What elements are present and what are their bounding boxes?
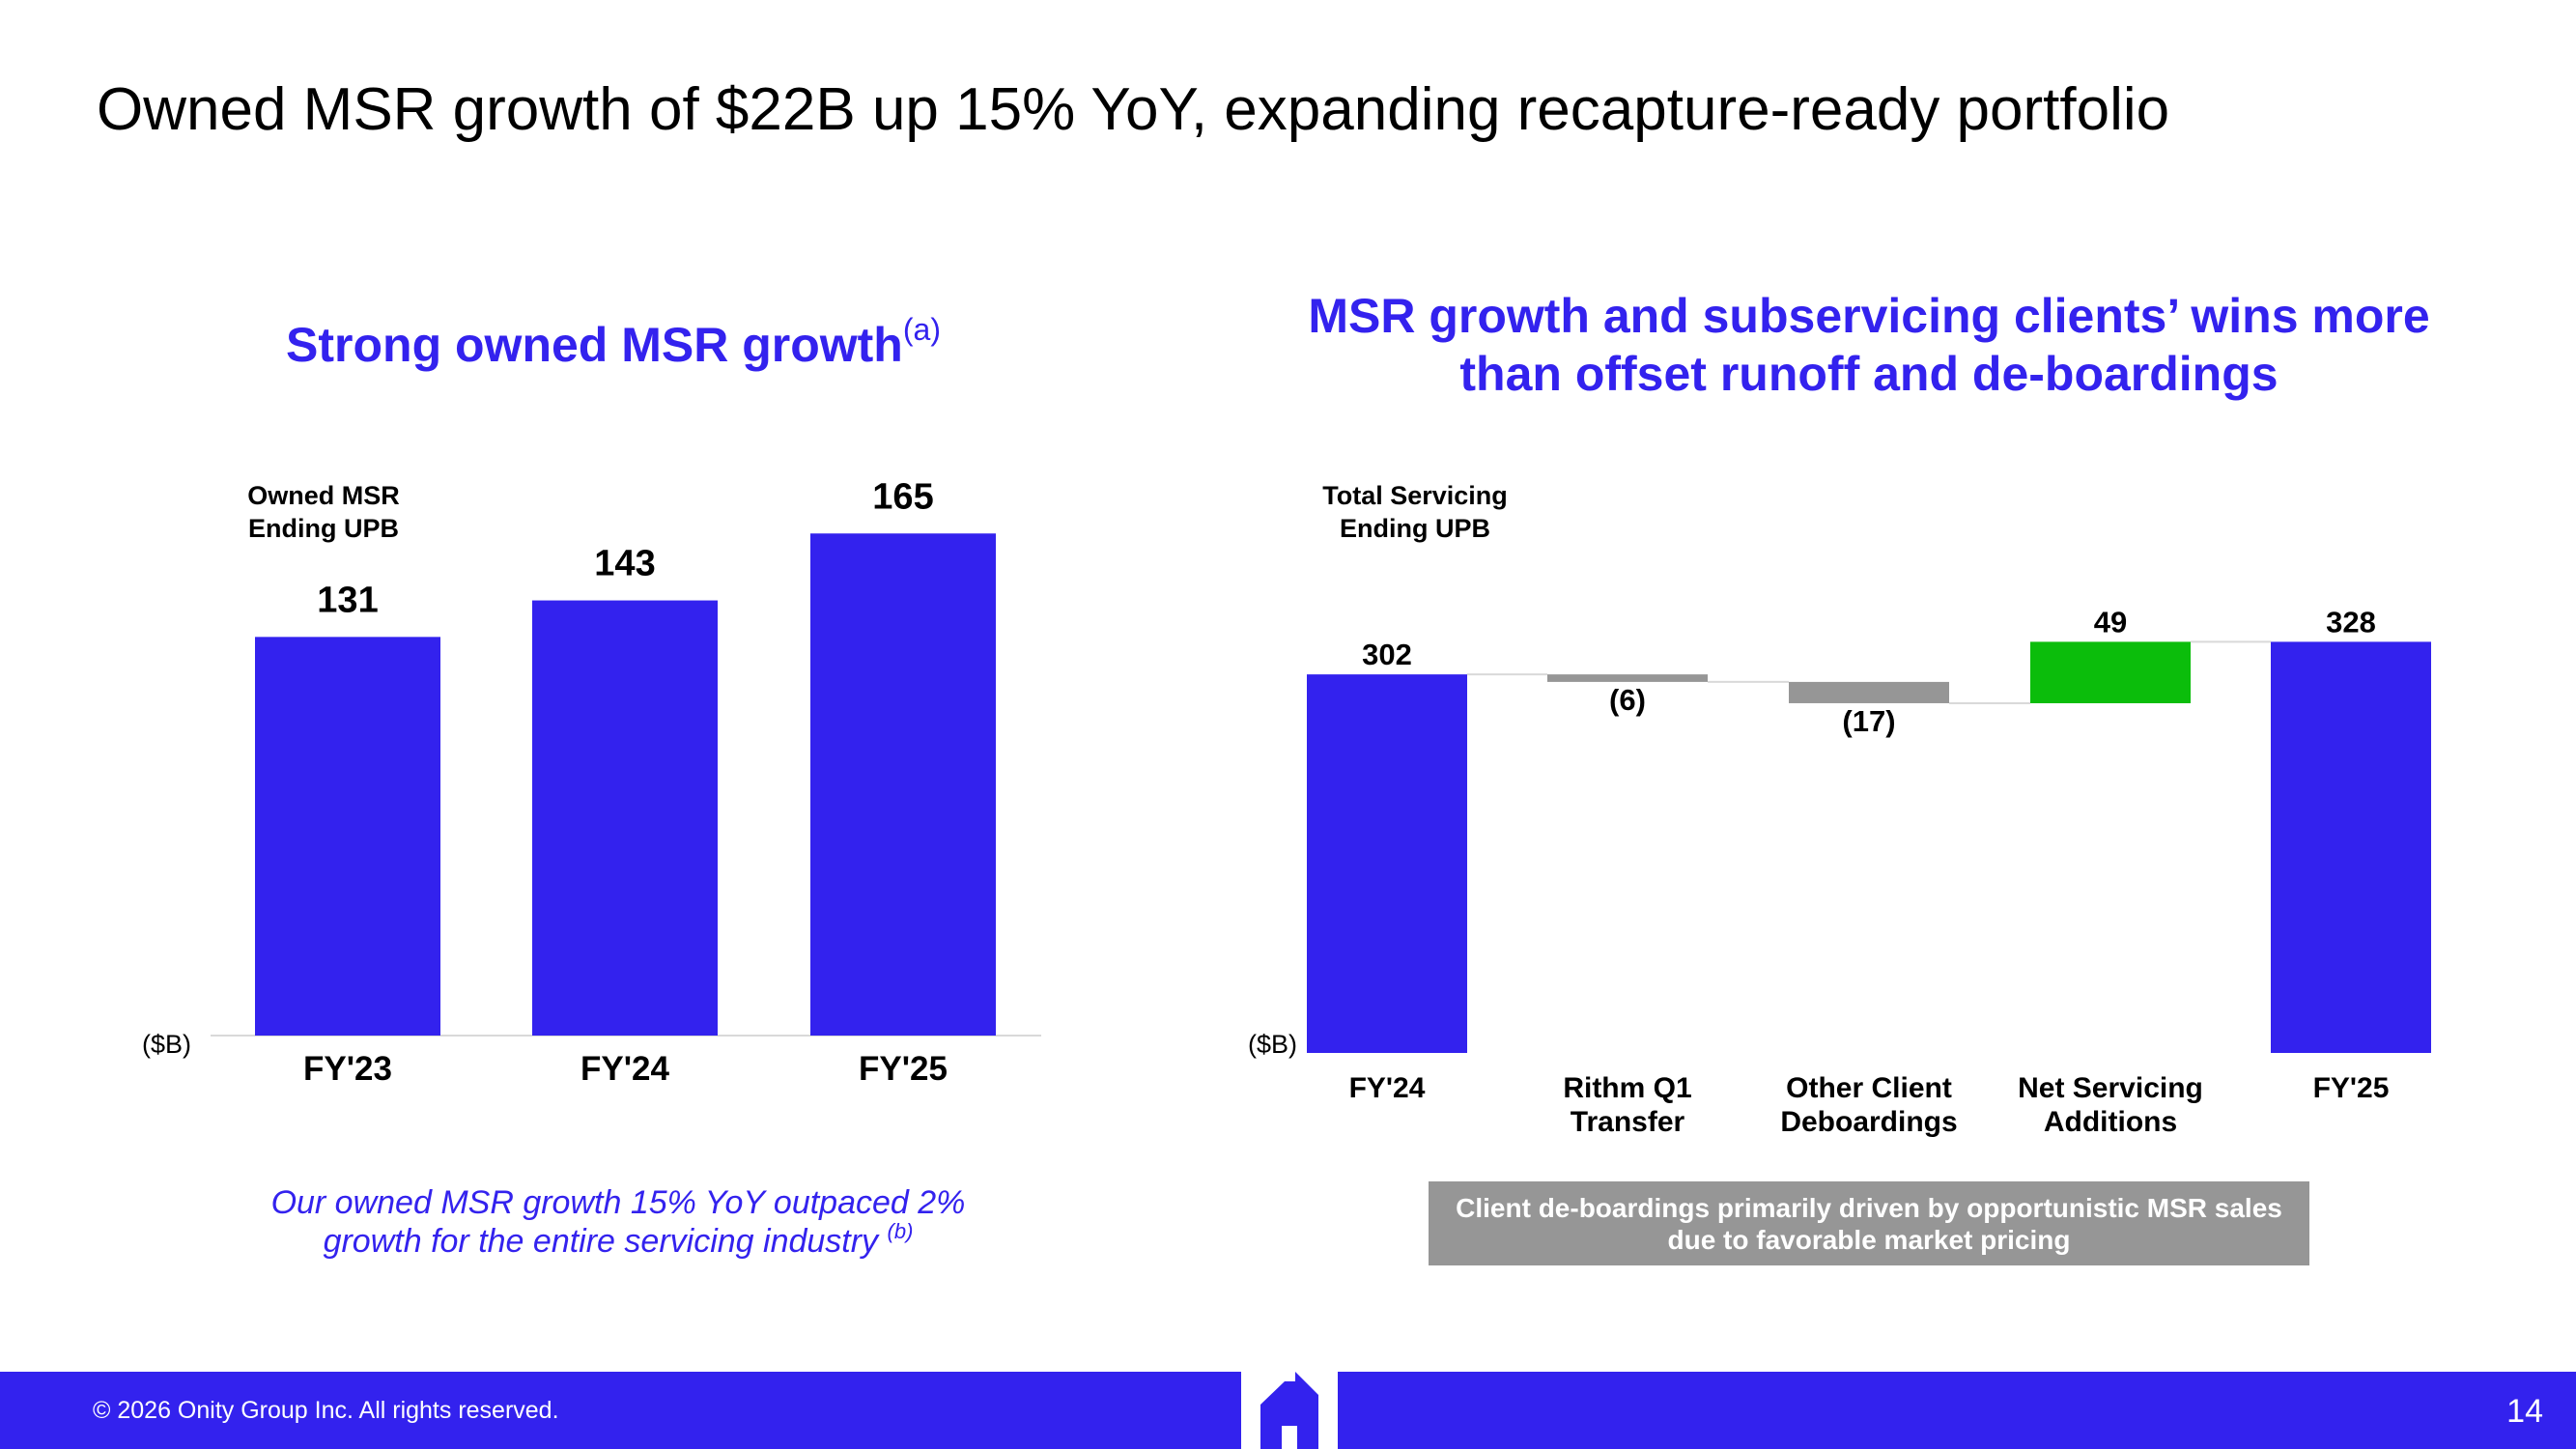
left-bar-2 (810, 533, 996, 1036)
right-panel-title: MSR growth and subservicing clients’ win… (1256, 287, 2482, 403)
left-series-label-line1: Owned MSR (247, 481, 400, 510)
left-bar-value-2: 165 (872, 476, 933, 517)
left-panel-note-text: Our owned MSR growth 15% YoY outpaced 2%… (270, 1184, 966, 1260)
left-bar-1 (532, 600, 718, 1036)
waterfall-category-3-line2: Additions (2044, 1106, 2177, 1138)
page-number: 14 (2506, 1393, 2543, 1430)
left-series-label-line2: Ending UPB (248, 514, 399, 543)
waterfall-category-0-line1: FY'24 (1349, 1072, 1426, 1104)
copyright-text: © 2026 Onity Group Inc. All rights reser… (93, 1397, 559, 1424)
left-panel-note-footnote: (b) (887, 1219, 914, 1243)
left-bar-0 (255, 637, 440, 1036)
house-logo-icon (1241, 1372, 1338, 1449)
callout-line2: due to favorable market pricing (1667, 1224, 2071, 1255)
waterfall-category-3-line1: Net Servicing (2018, 1072, 2203, 1104)
right-unit-label: ($B) (1248, 1030, 1297, 1059)
left-panel-note: Our owned MSR growth 15% YoY outpaced 2%… (232, 1183, 1005, 1261)
waterfall-category-1-line1: Rithm Q1 (1563, 1072, 1691, 1104)
waterfall-bar-4 (2271, 641, 2431, 1053)
owned-msr-bar-chart: 131 FY'23 143 FY'24 165 FY'25 Owned MSR Ending … (142, 476, 1041, 1088)
waterfall-bar-0 (1307, 674, 1467, 1053)
waterfall-value-1: (6) (1609, 683, 1646, 717)
right-series-label-line1: Total Servicing (1322, 481, 1508, 510)
waterfall-category-2-line1: Other Client (1786, 1072, 1952, 1104)
left-category-label-1: FY'24 (580, 1050, 670, 1088)
waterfall-category-1-line2: Transfer (1571, 1106, 1685, 1138)
right-panel-title-line2: than offset runoff and de-boardings (1459, 347, 2279, 401)
waterfall-value-3: 49 (2094, 605, 2127, 639)
left-category-label-0: FY'23 (303, 1050, 392, 1088)
right-panel-title-line1: MSR growth and subservicing clients’ win… (1308, 289, 2430, 343)
left-panel-title-footnote: (a) (902, 312, 941, 347)
left-panel-title-text: Strong owned MSR growth (286, 318, 903, 372)
waterfall-bar-3 (2030, 641, 2191, 703)
left-unit-label: ($B) (142, 1030, 191, 1059)
slide-title: Owned MSR growth of $22B up 15% YoY, exp… (97, 76, 2170, 143)
left-panel-title: Strong owned MSR growth(a) (174, 314, 1053, 374)
footer-bar: © 2026 Onity Group Inc. All rights reser… (0, 1372, 2576, 1449)
left-bar-value-0: 131 (317, 580, 378, 620)
callout-line1: Client de-boardings primarily driven by … (1456, 1192, 2282, 1223)
waterfall-value-0: 302 (1362, 638, 1412, 671)
left-bar-value-1: 143 (594, 544, 655, 584)
deboarding-callout: Client de-boardings primarily driven by … (1429, 1181, 2309, 1265)
waterfall-category-4-line1: FY'25 (2313, 1072, 2390, 1104)
waterfall-value-4: 328 (2326, 605, 2376, 639)
waterfall-bar-2 (1789, 681, 1949, 703)
waterfall-bar-1 (1547, 674, 1708, 682)
right-series-label-line2: Ending UPB (1340, 514, 1490, 543)
waterfall-value-2: (17) (1842, 704, 1895, 738)
waterfall-category-2-line2: Deboardings (1780, 1106, 1957, 1138)
left-category-label-2: FY'25 (859, 1050, 948, 1088)
